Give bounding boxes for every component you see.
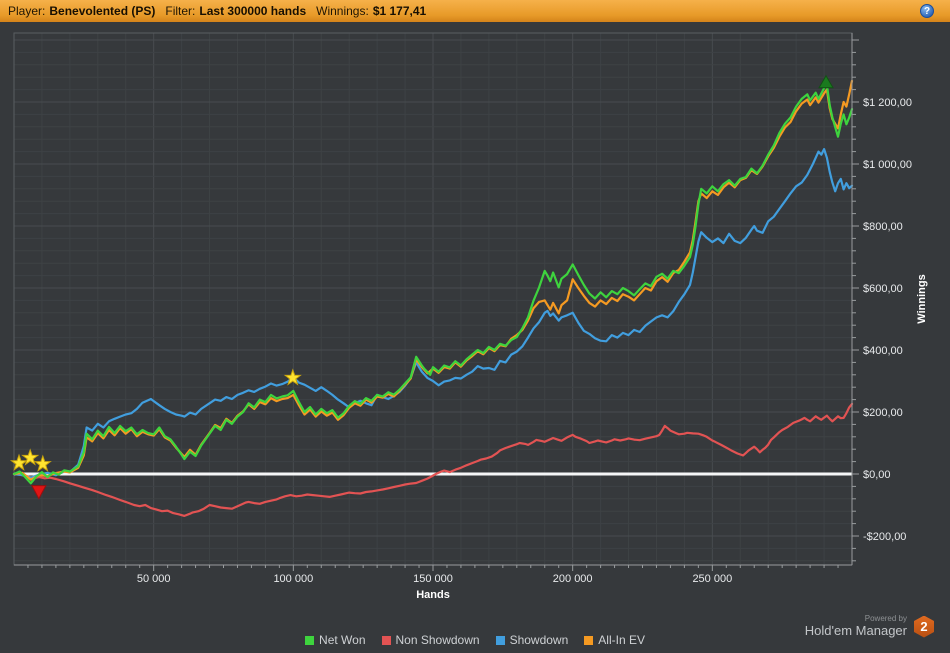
legend-item-net-won[interactable]: Net Won bbox=[305, 633, 366, 647]
legend-swatch-icon bbox=[584, 635, 594, 645]
y-tick-label: $800,00 bbox=[863, 221, 903, 233]
chart-markers bbox=[9, 74, 834, 500]
x-tick-label: 250 000 bbox=[692, 573, 732, 585]
legend-item-showdown[interactable]: Showdown bbox=[495, 633, 569, 647]
powered-by-footer: Powered by Hold'em Manager 2 bbox=[804, 614, 934, 638]
star-marker-icon bbox=[21, 448, 40, 466]
legend-label: Non Showdown bbox=[395, 633, 480, 647]
chart-legend: Net Won Non Showdown Showdown All-In EV bbox=[0, 633, 950, 647]
x-tick-label: 100 000 bbox=[273, 573, 313, 585]
legend-item-non-showdown[interactable]: Non Showdown bbox=[381, 633, 480, 647]
legend-swatch-icon bbox=[495, 635, 505, 645]
x-axis-title: Hands bbox=[416, 589, 450, 601]
y-axis-title: Winnings bbox=[916, 274, 928, 323]
brand-name: Hold'em Manager bbox=[804, 622, 907, 638]
filter-value: Last 300000 hands bbox=[199, 4, 307, 18]
x-tick-label: 150 000 bbox=[413, 573, 453, 585]
player-label: Player: bbox=[8, 4, 46, 18]
star-marker-icon bbox=[9, 453, 29, 471]
y-tick-label: $200,00 bbox=[863, 407, 903, 419]
winnings-label: Winnings: bbox=[316, 4, 369, 18]
hm2-logo-icon: 2 bbox=[914, 615, 934, 638]
axes: $1 200,00 $1 000,00 $800,00 $600,00 $400,00 $… bbox=[14, 33, 912, 585]
y-tick-label: $0,00 bbox=[863, 469, 891, 481]
x-tick-label: 200 000 bbox=[553, 573, 593, 585]
star-marker-icon bbox=[33, 454, 52, 472]
help-icon[interactable]: ? bbox=[920, 4, 934, 18]
legend-swatch-icon bbox=[381, 635, 391, 645]
series-non-showdown bbox=[12, 402, 854, 518]
x-tick-label: 50 000 bbox=[137, 573, 171, 585]
player-value: Benevolented (PS) bbox=[49, 4, 156, 18]
series-net-won bbox=[12, 83, 854, 485]
powered-by-label: Powered by bbox=[864, 614, 907, 623]
y-tick-label: $1 000,00 bbox=[863, 159, 912, 171]
y-tick-label: -$200,00 bbox=[863, 531, 906, 543]
grid-lines bbox=[14, 33, 852, 565]
y-tick-label: $600,00 bbox=[863, 283, 903, 295]
legend-item-all-in-ev[interactable]: All-In EV bbox=[584, 633, 645, 647]
winnings-value: $1 177,41 bbox=[372, 4, 427, 18]
legend-swatch-icon bbox=[305, 635, 315, 645]
y-tick-label: $400,00 bbox=[863, 345, 903, 357]
titlebar: Player: Benevolented (PS) Filter: Last 3… bbox=[0, 0, 950, 22]
legend-label: Showdown bbox=[509, 633, 569, 647]
legend-label: Net Won bbox=[319, 633, 366, 647]
triangle-down-marker-icon bbox=[31, 485, 47, 500]
legend-label: All-In EV bbox=[598, 633, 645, 647]
filter-label: Filter: bbox=[165, 4, 196, 18]
star-marker-icon bbox=[283, 368, 302, 386]
series-showdown bbox=[12, 148, 854, 479]
triangle-up-marker-icon bbox=[818, 74, 834, 89]
y-tick-label: $1 200,00 bbox=[863, 97, 912, 109]
